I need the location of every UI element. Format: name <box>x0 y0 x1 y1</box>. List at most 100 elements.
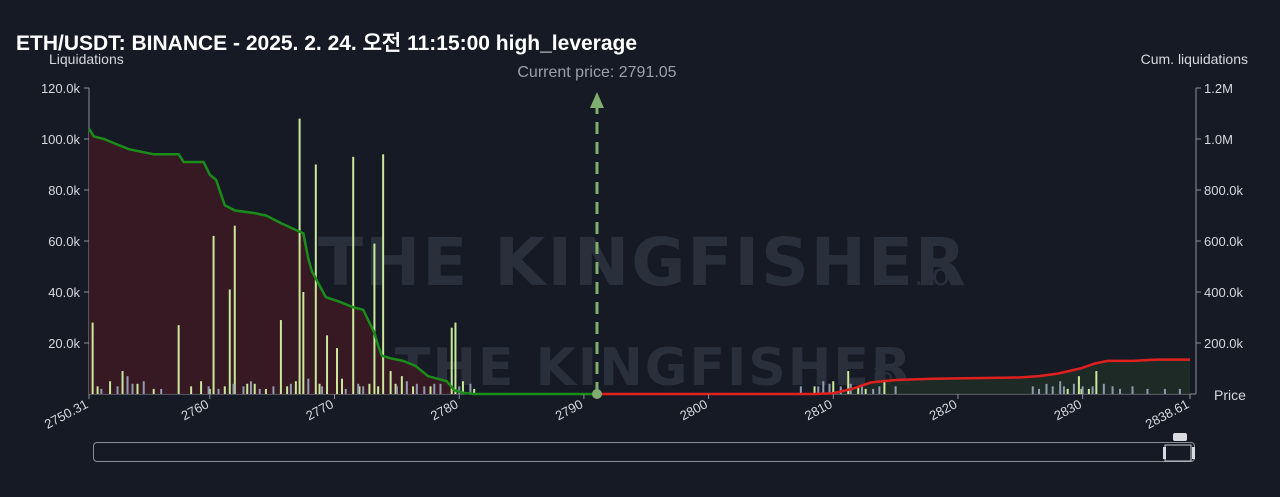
liquidation-bar <box>1146 388 1149 394</box>
liquidation-bar <box>272 386 275 394</box>
x-tick-label: 2810 <box>802 396 835 423</box>
liquidation-bar <box>1102 383 1105 394</box>
liquidation-bar <box>91 322 94 394</box>
liquidation-bar <box>822 381 825 394</box>
liquidation-bar <box>405 381 408 394</box>
liquidation-bar <box>190 386 193 394</box>
liquidation-bar <box>469 383 472 394</box>
liquidation-bar <box>817 386 820 394</box>
liquidation-bar <box>362 386 365 394</box>
liquidation-bar <box>142 381 145 394</box>
x-tick-label: 2770 <box>303 396 336 423</box>
liquidation-bar <box>860 386 863 394</box>
liquidation-bar <box>1081 386 1084 394</box>
liquidation-bar <box>439 383 442 394</box>
liquidation-bar <box>373 243 376 394</box>
liquidation-bar <box>116 386 119 394</box>
liquidation-bar <box>864 388 867 394</box>
liquidation-bar <box>279 320 282 394</box>
y-tick-label: 80.0k <box>48 183 80 198</box>
liquidation-bar <box>352 156 355 394</box>
chart-title: ETH/USDT: BINANCE - 2025. 2. 24. 오전 11:1… <box>16 32 638 55</box>
liquidation-bar <box>109 381 112 394</box>
y-tick-label: 60.0k <box>48 234 80 249</box>
x-tick-label: 2760 <box>179 396 212 423</box>
liquidation-bar <box>264 388 267 394</box>
liquidation-bar <box>389 371 392 394</box>
liquidation-bar <box>1038 388 1041 394</box>
x-tick-label: 2830 <box>1051 396 1084 423</box>
y2-tick-label: 1.2M <box>1204 81 1233 96</box>
liquidation-bar <box>321 386 324 394</box>
liquidation-bar <box>253 383 256 394</box>
liquidation-bar <box>177 325 180 394</box>
liquidation-bar <box>799 386 802 394</box>
liquidation-bar <box>357 383 360 394</box>
liquidation-bar <box>382 154 385 394</box>
x-tick-label: 2790 <box>553 396 586 423</box>
cum-long-line <box>596 358 1190 396</box>
x-tick-label: 2750.31 <box>42 396 91 431</box>
liquidation-bar <box>1119 388 1122 394</box>
liquidation-bar <box>473 388 476 394</box>
liquidation-bar <box>872 388 875 394</box>
liquidation-bar <box>326 335 329 394</box>
liquidation-bar <box>832 381 835 394</box>
x-tick-label: 2820 <box>927 396 960 423</box>
liquidation-bar <box>450 327 453 394</box>
liquidation-bar <box>1095 371 1098 394</box>
y-axis-title: Liquidations <box>49 51 124 67</box>
liquidation-bar <box>400 376 403 394</box>
range-scrollbar-thumb[interactable] <box>1163 436 1195 462</box>
liquidation-bar <box>136 383 139 394</box>
x-tick-label: 2780 <box>428 396 461 423</box>
cum-short-line <box>87 128 597 396</box>
range-scrollbar[interactable] <box>93 442 1195 462</box>
liquidation-bar <box>246 383 249 394</box>
liquidation-bar <box>258 388 261 394</box>
liquidation-bar <box>100 388 103 394</box>
liquidation-bar <box>368 383 371 394</box>
x-tick-label: 2838.61 <box>1143 396 1192 431</box>
y-tick-label: 20.0k <box>48 336 80 351</box>
y2-tick-label: 1.0M <box>1204 132 1233 147</box>
liquidation-bar <box>212 235 215 394</box>
y2-tick-label: 200.0k <box>1204 336 1244 351</box>
liquidation-bar <box>96 386 99 394</box>
liquidation-bar <box>289 383 292 394</box>
liquidation-bar <box>847 371 850 394</box>
y2-tick-label: 400.0k <box>1204 285 1244 300</box>
liquidation-bar <box>1051 386 1054 394</box>
watermark-text: THE KINGFISHER <box>395 338 913 398</box>
x-tick-label: 2800 <box>677 396 710 423</box>
liquidation-bar <box>461 381 464 394</box>
liquidation-bar <box>249 381 252 394</box>
cum-short-area <box>89 128 597 395</box>
current-price-arrow-icon <box>589 92 604 108</box>
liquidation-bar <box>217 388 220 394</box>
y-tick-label: 120.0k <box>41 81 81 96</box>
liquidation-bar <box>1062 386 1065 394</box>
liquidation-bar <box>1031 386 1034 394</box>
x-axis-title: Price <box>1214 387 1246 403</box>
y2-tick-label: 800.0k <box>1204 183 1244 198</box>
liquidation-bar <box>1178 388 1181 394</box>
liquidation-bar <box>1072 383 1075 394</box>
current-price-label: Current price: 2791.05 <box>517 64 676 81</box>
liquidation-bar <box>1059 381 1062 394</box>
y2-axis-title: Cum. liquidations <box>1140 51 1248 67</box>
liquidation-bar <box>1131 386 1134 394</box>
liquidation-bar <box>298 118 301 394</box>
liquidation-bar <box>1080 388 1083 394</box>
liquidation-bar <box>415 383 418 394</box>
liquidation-bar <box>1087 388 1090 394</box>
y-tick-label: 40.0k <box>48 285 80 300</box>
liquidation-bar <box>233 225 236 394</box>
range-scrollbar-grip-icon[interactable] <box>1173 433 1187 441</box>
liquidation-bar <box>878 386 881 394</box>
watermark-suffix: .io <box>914 258 950 293</box>
liquidation-bar <box>1091 386 1094 394</box>
liquidation-bar <box>395 386 398 394</box>
y2-tick-label: 600.0k <box>1204 234 1244 249</box>
